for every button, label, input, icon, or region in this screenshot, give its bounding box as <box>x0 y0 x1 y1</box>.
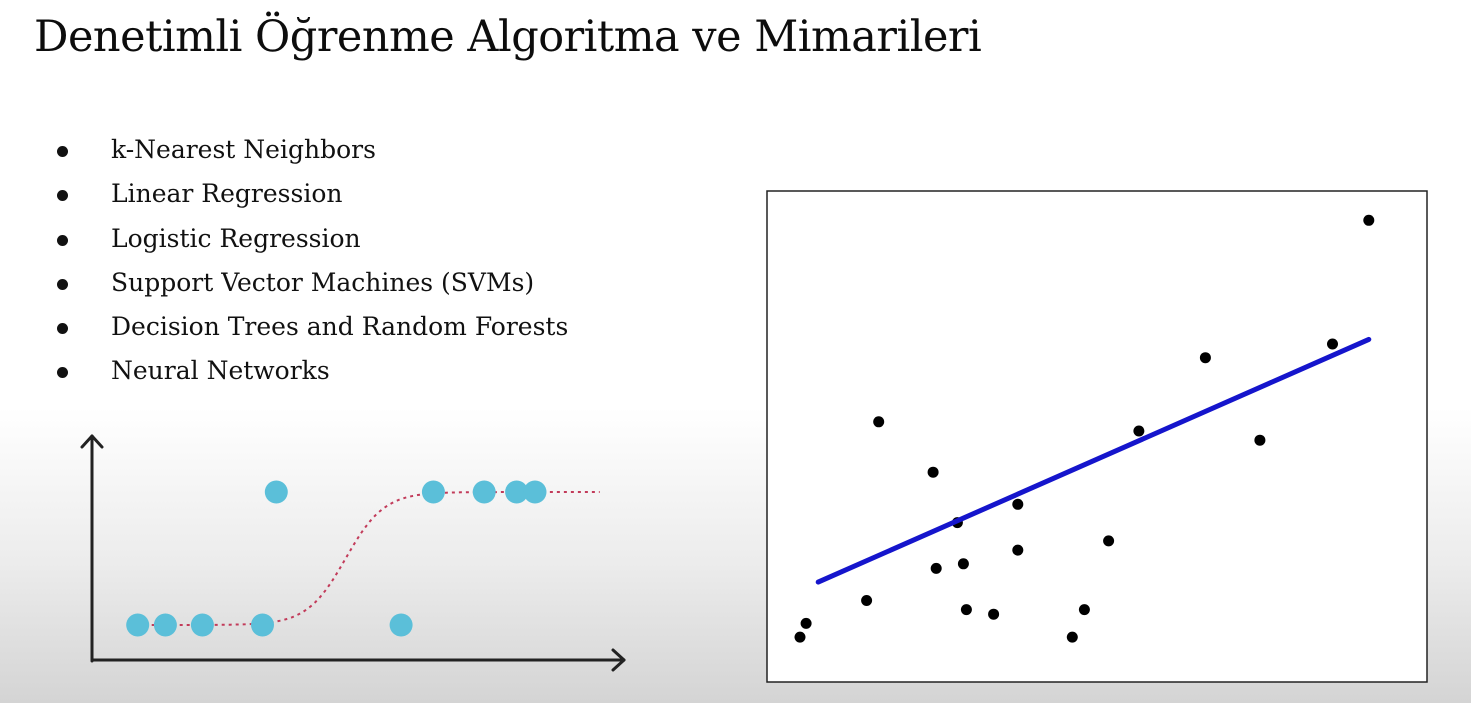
list-item-label: Neural Networks <box>111 356 330 386</box>
linear-regression-chart <box>766 190 1428 683</box>
data-point <box>472 480 496 504</box>
list-item-label: Support Vector Machines (SVMs) <box>111 267 535 297</box>
y-axis-arrow-icon <box>80 434 104 449</box>
data-point <box>861 595 873 606</box>
data-point <box>800 617 812 629</box>
data-point <box>1327 338 1338 350</box>
data-point <box>988 608 1000 620</box>
data-point <box>1133 425 1145 437</box>
data-point <box>523 480 547 504</box>
data-point <box>251 613 274 637</box>
sigmoid-curve <box>137 491 600 626</box>
chart-axes <box>80 434 626 672</box>
bullet-icon <box>57 278 68 290</box>
regression-line <box>815 336 1372 585</box>
data-point <box>153 613 177 637</box>
data-point <box>389 613 413 637</box>
bullet-icon <box>57 146 68 157</box>
data-point <box>1363 214 1375 226</box>
data-point <box>190 613 214 637</box>
list-item-label: Logistic Regression <box>111 223 361 253</box>
bullet-icon <box>57 323 68 335</box>
scatter-points-group <box>794 214 1375 643</box>
data-point <box>957 558 969 570</box>
data-point <box>126 613 150 637</box>
data-point <box>1103 535 1115 547</box>
list-item-label: Linear Regression <box>111 179 343 209</box>
list-item-label: k-Nearest Neighbors <box>111 135 376 164</box>
bullet-icon <box>57 190 68 202</box>
list-item-label: Decision Trees and Random Forests <box>111 312 569 342</box>
data-point <box>1078 604 1090 616</box>
data-point <box>421 480 445 504</box>
data-point <box>930 562 942 574</box>
bullet-icon <box>57 367 68 379</box>
data-point <box>1254 434 1266 446</box>
plot-frame <box>766 190 1428 683</box>
data-point <box>264 480 288 504</box>
data-point <box>1012 544 1024 556</box>
slide-title: Denetimli Öğrenme Algoritma ve Mimariler… <box>34 12 982 62</box>
data-point <box>927 466 939 478</box>
logistic-points-group <box>126 480 547 637</box>
data-point <box>794 631 806 643</box>
data-point <box>505 480 529 504</box>
data-point <box>1066 631 1078 643</box>
logistic-regression-chart <box>80 434 626 672</box>
data-point <box>1199 352 1211 364</box>
bullet-icon <box>57 234 68 246</box>
x-axis-arrow-icon <box>611 648 626 672</box>
data-point <box>1012 498 1024 510</box>
data-point <box>873 416 885 428</box>
data-point <box>960 604 972 616</box>
